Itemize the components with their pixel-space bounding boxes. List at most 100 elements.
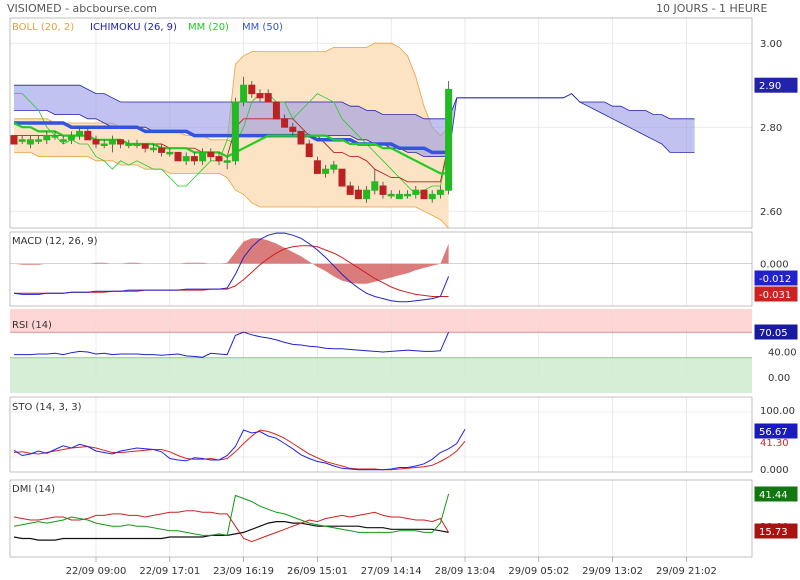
symbol-title: VISIOMED - abcbourse.com xyxy=(7,2,158,15)
candle-body xyxy=(223,160,231,163)
candle-body xyxy=(256,93,264,99)
candle-body xyxy=(428,193,436,200)
sto-k-value: 56.67 xyxy=(759,427,788,438)
candle-body xyxy=(322,168,330,174)
candle-body xyxy=(363,189,371,200)
candle-body xyxy=(231,101,239,162)
sto-d-line xyxy=(13,429,466,471)
dmi-minus-line xyxy=(13,510,450,543)
candle-body xyxy=(215,156,223,162)
candle-body xyxy=(404,193,412,197)
dmi-minus-value-box xyxy=(754,523,798,539)
candle-body xyxy=(59,139,67,142)
sto-k-line xyxy=(13,429,466,471)
x-tick-label: 26/09 15:01 xyxy=(287,566,348,577)
candle-body xyxy=(35,139,43,142)
candle-body xyxy=(141,143,149,149)
price-legend-item: ICHIMOKU (26, 9) xyxy=(90,22,177,33)
candle-body xyxy=(174,151,182,162)
rsi-line xyxy=(14,331,450,358)
x-tick-label: 22/09 09:00 xyxy=(66,566,127,577)
candle-body xyxy=(346,185,354,195)
price-last-value-box xyxy=(754,77,798,93)
ichimoku-cloud xyxy=(14,85,695,157)
macd-panel-frame xyxy=(9,231,753,307)
sto-legend: STO (14, 3, 3) xyxy=(12,402,82,413)
candle-body xyxy=(297,130,305,145)
rsi-oversold-zone xyxy=(10,357,752,393)
candle-body xyxy=(207,151,215,158)
candle-body xyxy=(125,143,133,146)
candle-body xyxy=(354,189,362,200)
candle-body xyxy=(149,147,157,151)
candle-body xyxy=(76,130,84,137)
candle-body xyxy=(108,139,116,145)
candle-body xyxy=(240,84,248,103)
x-tick-label: 23/09 16:19 xyxy=(213,566,274,577)
dmi-minus-value: 15.73 xyxy=(759,527,788,538)
candle-body xyxy=(10,135,18,145)
rsi-overbought-zone xyxy=(10,309,752,333)
bollinger-lower-line xyxy=(14,151,449,229)
x-tick-label: 29/09 05:02 xyxy=(508,566,569,577)
sto-d-value: 41.30 xyxy=(760,438,789,449)
sto-panel-frame xyxy=(9,396,753,473)
price-y-tick-label: 2.80 xyxy=(760,123,782,134)
dmi-plus-value: 41.44 xyxy=(759,490,788,501)
price-legend-item: MM (20) xyxy=(188,22,229,33)
price-legend-item: BOLL (20, 2) xyxy=(12,22,74,33)
candle-body xyxy=(117,139,125,145)
candle-body xyxy=(436,189,444,195)
dmi-panel-frame xyxy=(9,479,753,558)
sto-k-value-box xyxy=(754,423,798,439)
candle-body xyxy=(182,156,190,162)
candle-body xyxy=(387,193,395,197)
candle-body xyxy=(412,189,420,195)
candle-body xyxy=(84,130,92,141)
candle-body xyxy=(166,151,174,155)
rsi-legend: RSI (14) xyxy=(12,320,52,331)
candle-body xyxy=(371,181,379,191)
candle-body xyxy=(100,143,108,146)
sto-y-tick-label: 0.000 xyxy=(760,465,789,476)
macd-signal-value: -0.031 xyxy=(759,290,791,301)
macd-line xyxy=(13,232,450,303)
dmi-plus-line xyxy=(13,493,450,536)
price-y-tick-label: 2.60 xyxy=(760,207,782,218)
period-label: 10 JOURS - 1 HEURE xyxy=(656,2,768,15)
candle-body xyxy=(67,135,75,141)
x-tick-label: 28/09 13:04 xyxy=(435,566,496,577)
macd-value-box xyxy=(754,270,798,286)
candle-body xyxy=(289,126,297,132)
price-panel-frame xyxy=(9,17,753,229)
candle-body xyxy=(281,118,289,128)
candle-body xyxy=(190,156,198,162)
dmi-adx-line xyxy=(13,520,449,541)
symbol-name: VISIOMED xyxy=(7,2,62,15)
ichimoku-span-a xyxy=(14,84,695,120)
price-y-tick-label: 3.00 xyxy=(760,39,782,50)
x-tick-label: 29/09 21:02 xyxy=(656,566,717,577)
sto-y-tick-label: 100.00 xyxy=(760,406,795,417)
macd-y-tick-label: 0.000 xyxy=(760,260,789,271)
dmi-legend: DMI (14) xyxy=(12,484,55,495)
candle-body xyxy=(92,139,100,145)
source-name: abcbourse.com xyxy=(72,2,158,15)
candle-body xyxy=(272,101,280,120)
price-last-value: 2.90 xyxy=(759,81,781,92)
candle-body xyxy=(18,139,26,142)
candle-body xyxy=(199,151,207,162)
x-tick-label: 22/09 17:01 xyxy=(139,566,200,577)
candle-body xyxy=(305,143,313,158)
candle-body xyxy=(158,147,166,153)
x-tick-label: 27/09 14:14 xyxy=(361,566,422,577)
candle-body xyxy=(445,88,453,191)
candle-body xyxy=(330,164,338,170)
rsi-y-tick-label: 40.00 xyxy=(768,347,797,358)
x-tick-label: 29/09 13:02 xyxy=(582,566,643,577)
candle-body xyxy=(133,143,141,146)
macd-legend: MACD (12, 26, 9) xyxy=(12,236,98,247)
macd-value: -0.012 xyxy=(759,274,791,285)
rsi-y-tick-label: 0.00 xyxy=(768,373,790,384)
